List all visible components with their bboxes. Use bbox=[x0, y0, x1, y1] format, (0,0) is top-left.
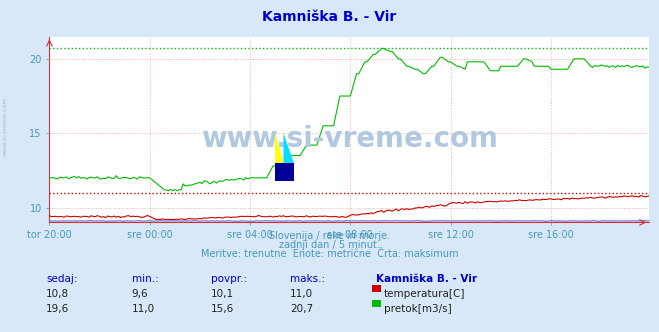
Text: min.:: min.: bbox=[132, 274, 159, 284]
Text: 11,0: 11,0 bbox=[132, 304, 155, 314]
Text: www.si-vreme.com: www.si-vreme.com bbox=[3, 96, 8, 156]
Text: 15,6: 15,6 bbox=[211, 304, 234, 314]
Text: 9,6: 9,6 bbox=[132, 289, 148, 299]
Text: maks.:: maks.: bbox=[290, 274, 325, 284]
Text: temperatura[C]: temperatura[C] bbox=[384, 289, 465, 299]
Text: 10,1: 10,1 bbox=[211, 289, 234, 299]
Text: sedaj:: sedaj: bbox=[46, 274, 78, 284]
Polygon shape bbox=[283, 133, 294, 163]
Text: Slovenija / reke in morje.: Slovenija / reke in morje. bbox=[269, 231, 390, 241]
Text: 20,7: 20,7 bbox=[290, 304, 313, 314]
Text: www.si-vreme.com: www.si-vreme.com bbox=[201, 125, 498, 153]
Text: 10,8: 10,8 bbox=[46, 289, 69, 299]
Text: zadnji dan / 5 minut.: zadnji dan / 5 minut. bbox=[279, 240, 380, 250]
Text: Kamniška B. - Vir: Kamniška B. - Vir bbox=[262, 10, 397, 24]
Polygon shape bbox=[275, 163, 294, 181]
Polygon shape bbox=[275, 133, 283, 163]
Text: 19,6: 19,6 bbox=[46, 304, 69, 314]
Text: Kamniška B. - Vir: Kamniška B. - Vir bbox=[376, 274, 476, 284]
Text: Meritve: trenutne  Enote: metrične  Črta: maksimum: Meritve: trenutne Enote: metrične Črta: … bbox=[201, 249, 458, 259]
Text: 11,0: 11,0 bbox=[290, 289, 313, 299]
Text: povpr.:: povpr.: bbox=[211, 274, 247, 284]
Text: pretok[m3/s]: pretok[m3/s] bbox=[384, 304, 451, 314]
